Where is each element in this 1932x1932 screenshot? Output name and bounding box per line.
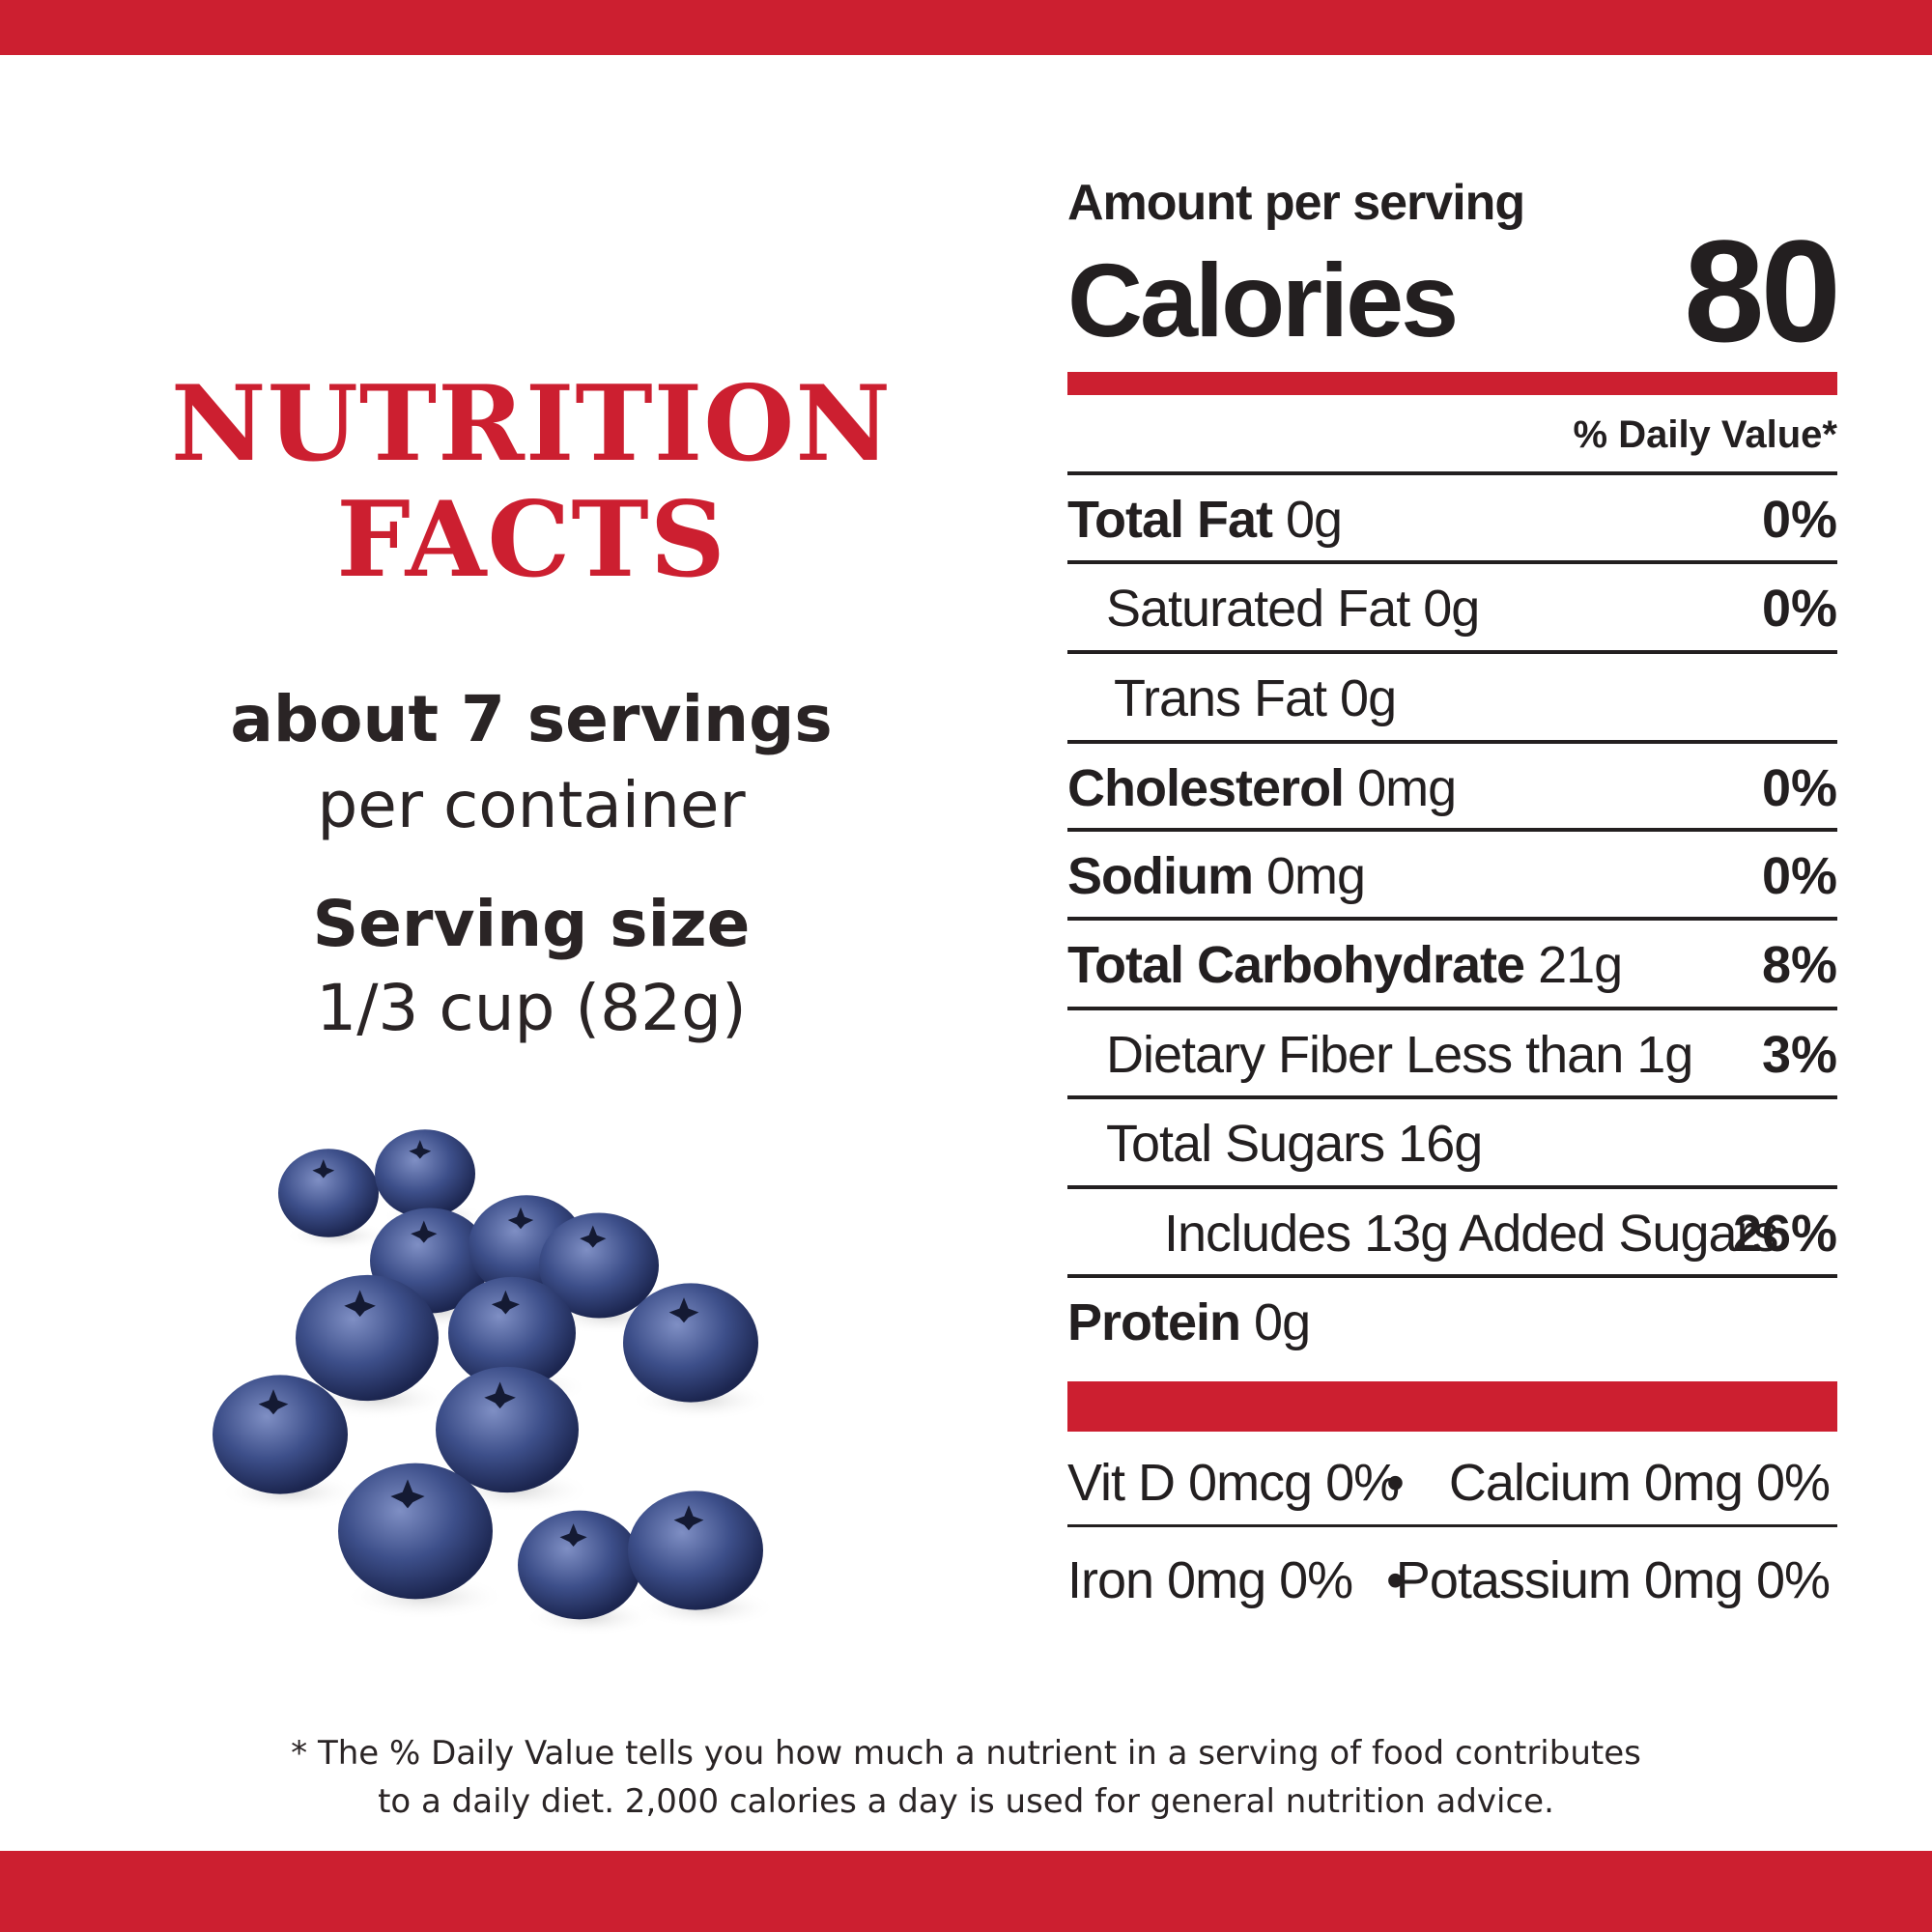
berry-crown: [673, 1505, 704, 1531]
amount-per-serving-label: Amount per serving: [1067, 175, 1525, 231]
berry-crown: [411, 1220, 438, 1243]
berry-crown: [559, 1523, 587, 1548]
potassium: Potassium 0mg 0%: [1395, 1551, 1831, 1609]
vitamin-row-1: Vit D 0mcg 0% • Calcium 0mg 0%: [1067, 1432, 1837, 1528]
footnote-line-2: to a daily diet. 2,000 calories a day is…: [378, 1782, 1554, 1821]
blueberry: [213, 1375, 348, 1494]
bottom-red-band: [0, 1851, 1932, 1932]
calcium: Calcium 0mg 0%: [1448, 1454, 1831, 1512]
blueberry: [628, 1491, 763, 1610]
serving-size-value: 1/3 cup (82g): [316, 971, 747, 1045]
footnote-line-1: * The % Daily Value tells you how much a…: [291, 1734, 1641, 1773]
nutrient-row-saturated-fat: Saturated Fat 0g 0%: [1067, 560, 1837, 653]
servings-count: about 7 servings: [230, 682, 833, 756]
berry-crown: [258, 1389, 289, 1415]
berry-crown: [344, 1290, 376, 1318]
servings-unit: per container: [317, 768, 746, 842]
calories-value: 80: [1684, 210, 1841, 372]
berry-crown: [390, 1479, 425, 1509]
berry-crown: [507, 1207, 534, 1230]
bullet: •: [1386, 1551, 1405, 1609]
nutrient-row-trans-fat: Trans Fat 0g: [1067, 650, 1837, 743]
berry-crown: [409, 1140, 432, 1159]
blueberry: [448, 1276, 576, 1390]
nutrient-row-total-fat: Total Fat 0g 0%: [1067, 471, 1837, 564]
vitamin-row-2: Iron 0mg 0% • Potassium 0mg 0%: [1067, 1529, 1837, 1626]
blueberries-image: [213, 1129, 777, 1636]
blueberry: [623, 1283, 758, 1403]
vitamin-d: Vit D 0mcg 0%: [1067, 1454, 1400, 1512]
daily-value-header: % Daily Value*: [1573, 413, 1837, 456]
berry-crown: [312, 1159, 335, 1179]
blueberry: [296, 1274, 439, 1402]
blueberry: [518, 1510, 641, 1620]
berry-crown: [668, 1297, 699, 1323]
nutrient-row-protein: Protein 0g: [1067, 1274, 1837, 1367]
nutrient-row-added-sugars: Includes 13g Added Sugars 26%: [1067, 1185, 1837, 1278]
title-facts: FACTS: [336, 479, 726, 601]
nutrient-row-total-carbohydrate: Total Carbohydrate 21g 8%: [1067, 917, 1837, 1009]
vitamins-divider-bar: [1067, 1381, 1837, 1432]
iron: Iron 0mg 0%: [1067, 1551, 1353, 1609]
top-red-band: [0, 0, 1932, 55]
serving-size-label: Serving size: [312, 887, 751, 961]
berry-crown: [484, 1381, 516, 1409]
vitamin-separator: [1067, 1524, 1837, 1527]
blueberry: [338, 1463, 493, 1600]
blueberry: [278, 1149, 379, 1237]
nutrient-row-dietary-fiber: Dietary Fiber Less than 1g 3%: [1067, 1007, 1837, 1099]
blueberry: [539, 1212, 659, 1319]
nutrient-row-sodium: Sodium 0mg 0%: [1067, 828, 1837, 921]
calories-label: Calories: [1067, 242, 1459, 358]
blueberry: [375, 1129, 475, 1218]
calories-divider-bar: [1067, 372, 1837, 395]
berry-crown: [580, 1225, 607, 1248]
title-nutrition: NUTRITION: [170, 363, 893, 485]
nutrient-row-cholesterol: Cholesterol 0mg 0%: [1067, 740, 1837, 833]
blueberry: [436, 1366, 579, 1493]
nutrient-row-total-sugars: Total Sugars 16g: [1067, 1095, 1837, 1188]
bullet: •: [1386, 1454, 1405, 1512]
berry-crown: [491, 1290, 520, 1315]
